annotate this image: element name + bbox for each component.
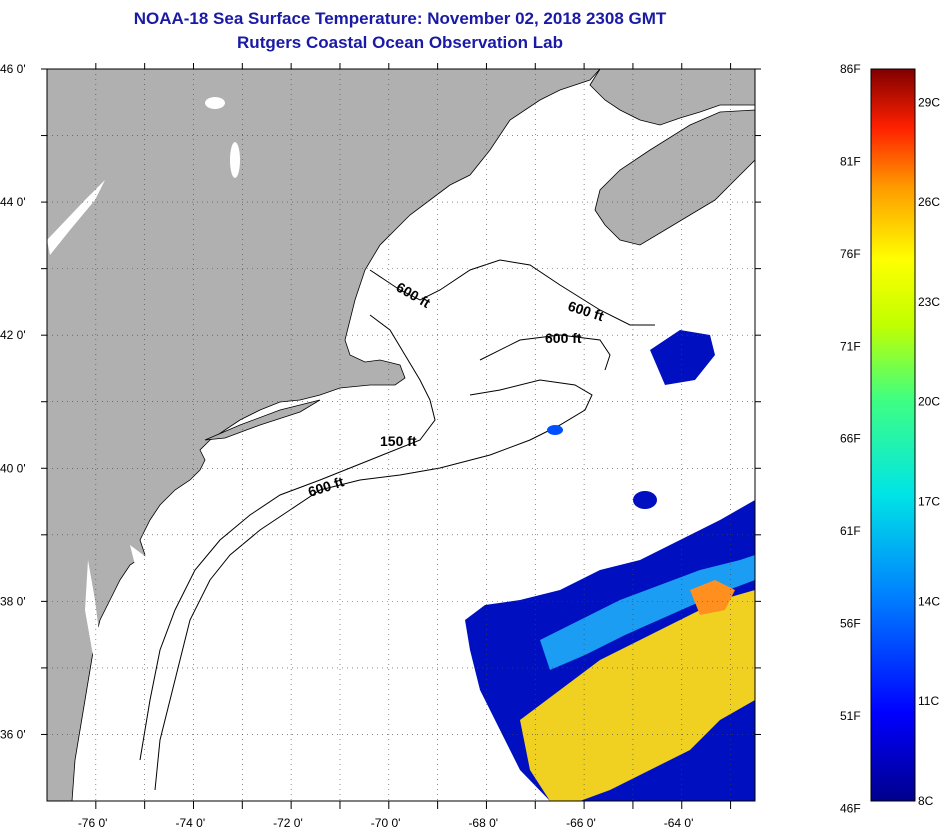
colorbar — [870, 68, 916, 802]
colorbar-c-label: 8C — [918, 794, 934, 808]
colorbar-f-label: 76F — [840, 247, 861, 261]
land-nova-scotia — [594, 109, 755, 246]
latitude-label: 46 0' — [0, 62, 26, 76]
contour-label: 150 ft — [380, 433, 417, 449]
colorbar-c-label: 20C — [918, 395, 940, 409]
colorbar-celsius-labels: 29C 26C 23C 20C 17C 14C 11C 8C — [918, 95, 940, 808]
colorbar-c-label: 11C — [918, 694, 939, 708]
longitude-label: -74 0' — [175, 816, 205, 830]
longitude-label: -64 0' — [664, 816, 694, 830]
delaware-bay — [130, 545, 160, 590]
lake — [205, 97, 225, 109]
latitude-label: 42 0' — [0, 328, 26, 342]
map-title: NOAA-18 Sea Surface Temperature: Novembe… — [133, 9, 667, 28]
contour-600ft — [154, 379, 593, 791]
colorbar-f-label: 61F — [840, 524, 861, 538]
colorbar-f-label: 81F — [840, 154, 861, 168]
latitude-label: 40 0' — [0, 461, 26, 475]
axis-ticks: 46 0' 44 0' 42 0' 40 0' 38 0' 36 0' -76 0' -74 … — [0, 62, 761, 830]
colorbar-fahrenheit-labels: 86F 81F 76F 71F 66F 61F 56F 51F 46F — [840, 62, 861, 815]
land-canada — [589, 69, 755, 126]
colorbar-f-label: 66F — [840, 432, 861, 446]
colorbar-c-label: 14C — [918, 594, 940, 608]
latitude-label: 44 0' — [0, 195, 26, 209]
sst-cold-eddy — [650, 330, 715, 385]
grid-lines — [47, 69, 755, 801]
chesapeake-bay — [85, 560, 110, 700]
colorbar-c-label: 23C — [918, 295, 940, 309]
latitude-label: 38 0' — [0, 594, 26, 608]
land-mainland — [47, 69, 601, 801]
contour-150ft — [139, 314, 436, 761]
colorbar-c-label: 17C — [918, 495, 940, 509]
sst-mid-water — [540, 555, 755, 670]
contour-label: 600 ft — [545, 330, 582, 346]
colorbar-f-label: 86F — [840, 62, 861, 76]
contour-600ft-basin — [479, 334, 611, 371]
lake-ontario — [47, 180, 105, 255]
longitude-label: -66 0' — [566, 816, 596, 830]
longitude-label: -70 0' — [371, 816, 401, 830]
map-subtitle: Rutgers Coastal Ocean Observation Lab — [237, 33, 563, 52]
sst-patch — [633, 491, 657, 509]
colorbar-f-label: 56F — [840, 617, 861, 631]
sst-hot-core — [690, 580, 735, 615]
colorbar-c-label: 26C — [918, 195, 940, 209]
sst-warm-water — [520, 590, 755, 801]
sst-patch — [547, 425, 563, 435]
contour-600ft-gulf — [369, 259, 655, 326]
longitude-label: -76 0' — [78, 816, 108, 830]
map-frame — [46, 68, 756, 802]
colorbar-c-label: 29C — [918, 95, 940, 109]
lake — [230, 142, 240, 178]
longitude-label: -68 0' — [468, 816, 498, 830]
latitude-label: 36 0' — [0, 727, 26, 741]
colorbar-f-label: 71F — [840, 339, 861, 353]
longitude-label: -72 0' — [273, 816, 303, 830]
colorbar-f-label: 51F — [840, 709, 861, 723]
colorbar-f-label: 46F — [840, 801, 861, 815]
